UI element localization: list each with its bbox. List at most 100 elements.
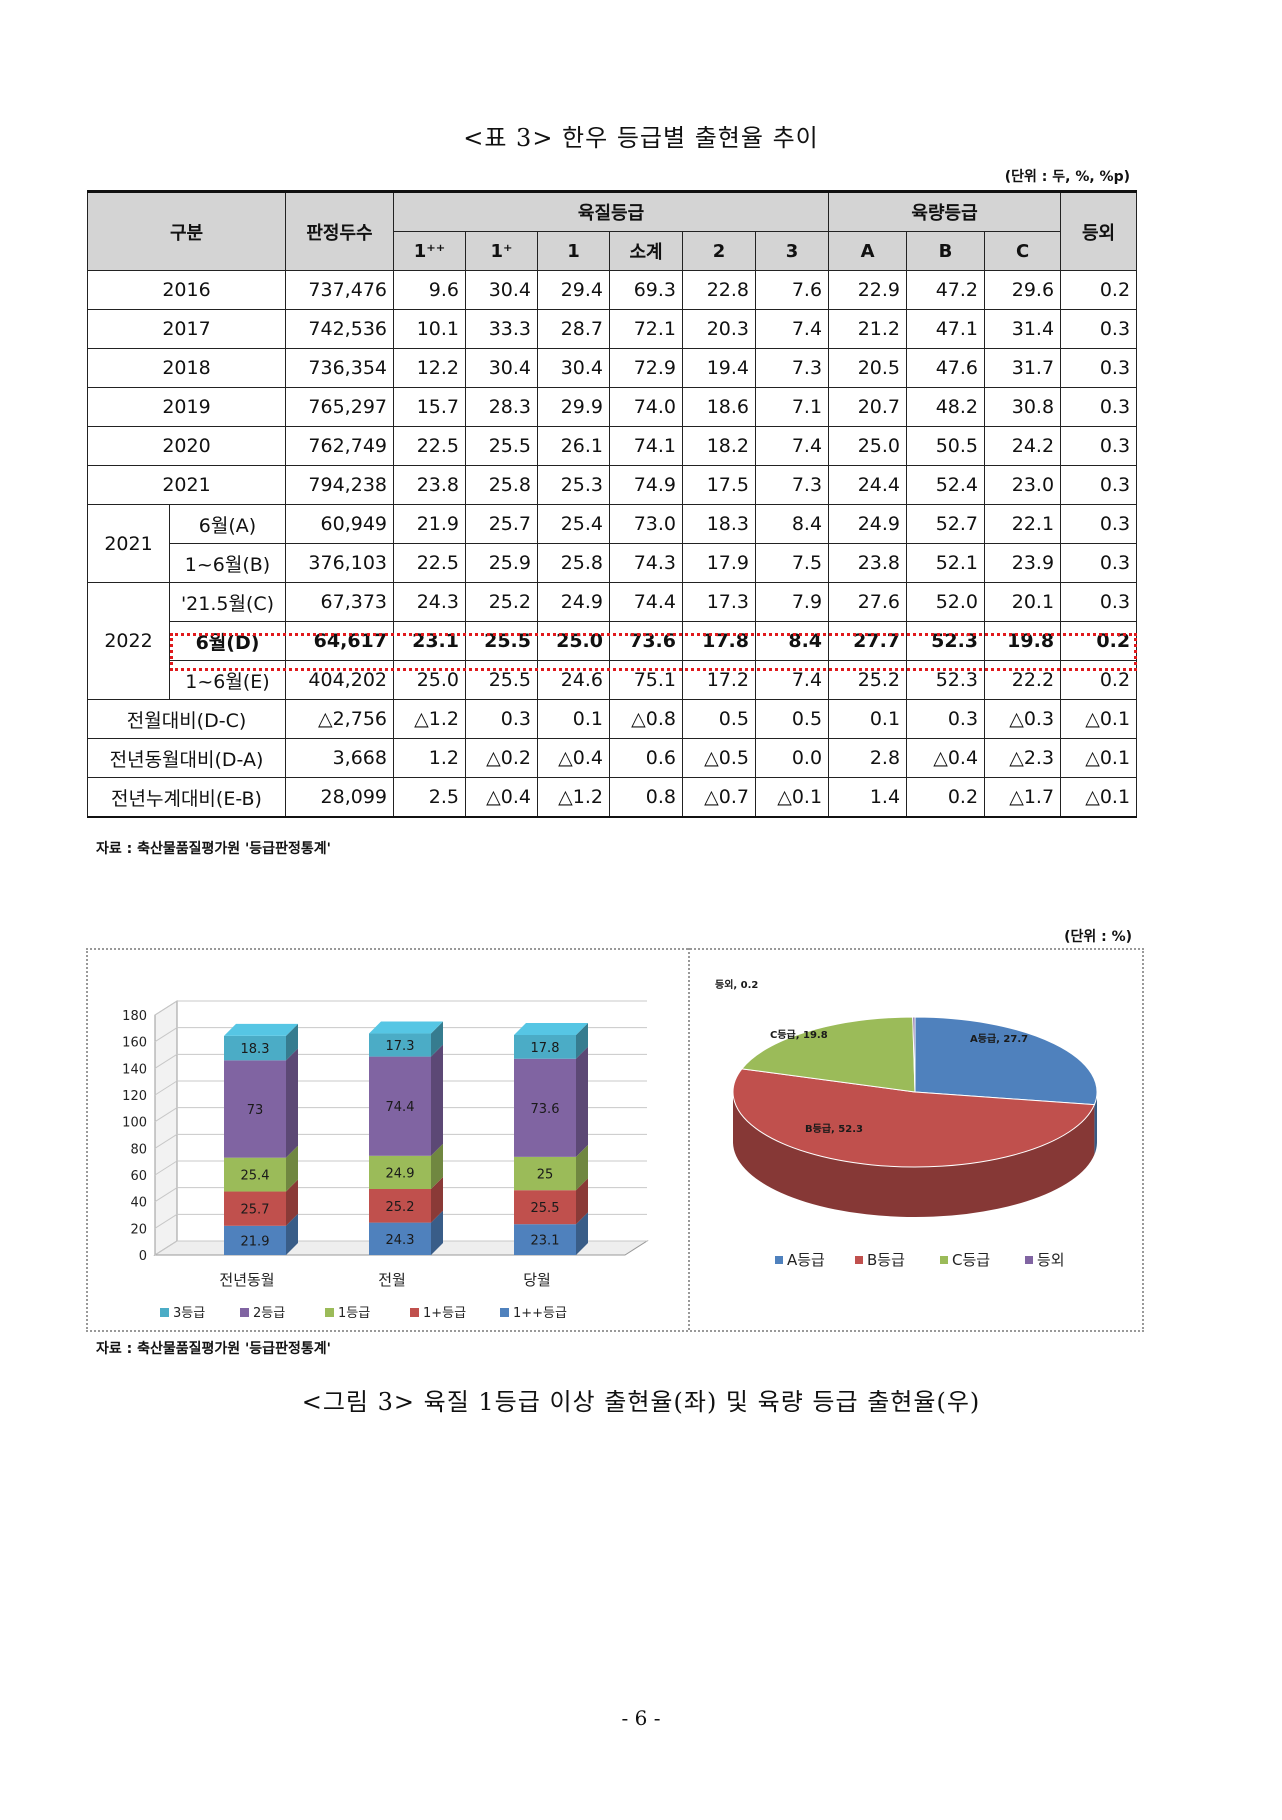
- table-cell: 23.8: [828, 543, 908, 583]
- bar-segment-side: [286, 1048, 298, 1158]
- bar-segment-side: [431, 1143, 443, 1189]
- bar-data-label: 25.4: [241, 1169, 270, 1184]
- y-tick-label: 180: [122, 1009, 147, 1024]
- table-cell: 25.2: [828, 660, 908, 700]
- table-cell: 17.9: [682, 543, 756, 583]
- table-cell: 20.3: [682, 309, 756, 349]
- bar-data-label: 24.9: [386, 1166, 415, 1181]
- table-cell: 2.8: [828, 738, 908, 778]
- table-cell: 794,238: [285, 465, 394, 505]
- table-cell: 17.3: [682, 582, 756, 622]
- y-tick-label: 120: [122, 1089, 147, 1104]
- table-cell: 25.0: [828, 426, 908, 466]
- gridline-diag: [154, 1213, 178, 1229]
- bar-data-label: 25: [537, 1168, 554, 1183]
- table-cell: △1.7: [984, 777, 1062, 818]
- legend-label: 1+등급: [423, 1306, 466, 1321]
- bar-segment: [369, 1222, 431, 1255]
- table-cell: 18.6: [682, 387, 756, 427]
- table-cell: 7.1: [754, 387, 830, 427]
- table-cell: 27.6: [828, 582, 908, 622]
- table-cell: 25.5: [465, 660, 538, 700]
- gridline-diag: [154, 1053, 178, 1069]
- header-count: 판정두수: [285, 190, 394, 271]
- table-cell: 12.2: [393, 348, 466, 388]
- x-tick-label: 당월: [523, 1271, 551, 1289]
- table-cell: 376,103: [285, 543, 394, 583]
- bar-data-label: 17.8: [531, 1041, 560, 1056]
- row-label: 2021: [87, 465, 286, 505]
- bar-segment: [514, 1058, 576, 1157]
- legend-swatch: [1025, 1256, 1033, 1264]
- table-cell: 22.2: [984, 660, 1062, 700]
- header-sub: B: [906, 231, 986, 271]
- row-label: 전년누계대비(E-B): [87, 777, 286, 818]
- y-tick-label: 40: [130, 1196, 147, 1211]
- table-cell: 73.0: [609, 504, 683, 544]
- table-cell: 22.8: [682, 270, 756, 310]
- bar-segment: [514, 1035, 576, 1059]
- table-cell: 7.6: [754, 270, 830, 310]
- bar-segment-side: [286, 1179, 298, 1226]
- table-cell: 27.7: [828, 621, 908, 661]
- table-cell: △1.2: [393, 699, 466, 739]
- table-cell: △0.1: [754, 777, 830, 818]
- bar-data-label: 73: [247, 1103, 264, 1118]
- y-tick-label: 100: [122, 1116, 147, 1131]
- table-cell: 30.4: [465, 348, 538, 388]
- table-cell: 7.3: [754, 348, 830, 388]
- table-cell: 736,354: [285, 348, 394, 388]
- table-cell: 26.1: [537, 426, 610, 466]
- table-cell: 52.3: [906, 660, 986, 700]
- gridline-diag: [154, 1133, 178, 1149]
- table-cell: 18.3: [682, 504, 756, 544]
- gridline-diag: [154, 1187, 178, 1203]
- row-label: 6월(D): [169, 621, 286, 661]
- bar-segment-side: [431, 1210, 443, 1255]
- gridline-diag: [154, 1000, 178, 1016]
- table-cell: 74.3: [609, 543, 683, 583]
- bar-top: [224, 1023, 298, 1036]
- table-row: 6월(D) 64,617 23.1 25.5 25.0 73.6 17.8 8.4 27.7 52…: [88, 621, 1138, 661]
- table-cell: 762,749: [285, 426, 394, 466]
- row-label: 2020: [87, 426, 286, 466]
- pie-slice: [732, 1068, 1096, 1168]
- table-cell: 7.4: [754, 426, 830, 466]
- table-cell: 0.3: [1060, 465, 1138, 505]
- table-cell: 0.3: [465, 699, 538, 739]
- row-label: 전월대비(D-C): [87, 699, 286, 739]
- bar-segment: [369, 1155, 431, 1189]
- table-cell: 28.3: [465, 387, 538, 427]
- grade-table: 구분 판정두수 육질등급 육량등급 등외 1⁺⁺ 1⁺ 1 소계 2 3 A B…: [87, 190, 1138, 818]
- gridline-diag: [154, 1080, 178, 1096]
- table-cell: △0.1: [1060, 699, 1138, 739]
- header-yield-grade: 육량등급: [828, 190, 1062, 232]
- bar-data-label: 18.3: [241, 1042, 270, 1057]
- bar-segment: [369, 1033, 431, 1057]
- table-cell: △1.2: [537, 777, 610, 818]
- legend-label: 1등급: [338, 1306, 370, 1321]
- table-cell: △0.1: [1060, 738, 1138, 778]
- bar-segment: [514, 1224, 576, 1255]
- bar-segment-side: [286, 1145, 298, 1192]
- group-year: 2022: [87, 582, 170, 700]
- table-cell: 25.8: [465, 465, 538, 505]
- table-row: 2019 765,297 15.7 28.3 29.9 74.0 18.6 7.1 20.7 48…: [87, 387, 1138, 427]
- table-row: 전년동월대비(D-A) 3,668 1.2 △0.2 △0.4 0.6 △0.5 0.0 2.8…: [87, 738, 1138, 778]
- row-label: '21.5월(C): [169, 582, 286, 622]
- table-cell: 52.1: [906, 543, 986, 583]
- table-row: 2020 762,749 22.5 25.5 26.1 74.1 18.2 7.4 25.0 50…: [87, 426, 1138, 466]
- table-cell: 29.9: [537, 387, 610, 427]
- table-cell: △0.4: [906, 738, 986, 778]
- table-cell: 8.4: [754, 621, 830, 661]
- table-cell: 25.3: [537, 465, 610, 505]
- row-label: 1~6월(E): [169, 660, 286, 700]
- table-cell: 0.3: [906, 699, 986, 739]
- table-cell: 52.3: [906, 621, 986, 661]
- table-cell: 18.2: [682, 426, 756, 466]
- table-cell: 0.5: [682, 699, 756, 739]
- header-sub: 3: [754, 231, 830, 271]
- table-cell: 17.5: [682, 465, 756, 505]
- pie-chart: A등급, 27.7 B등급, 52.3 C등급, 19.8 등외, 0.2 A등급 B등급…: [715, 979, 1098, 1269]
- table-cell: 24.6: [537, 660, 610, 700]
